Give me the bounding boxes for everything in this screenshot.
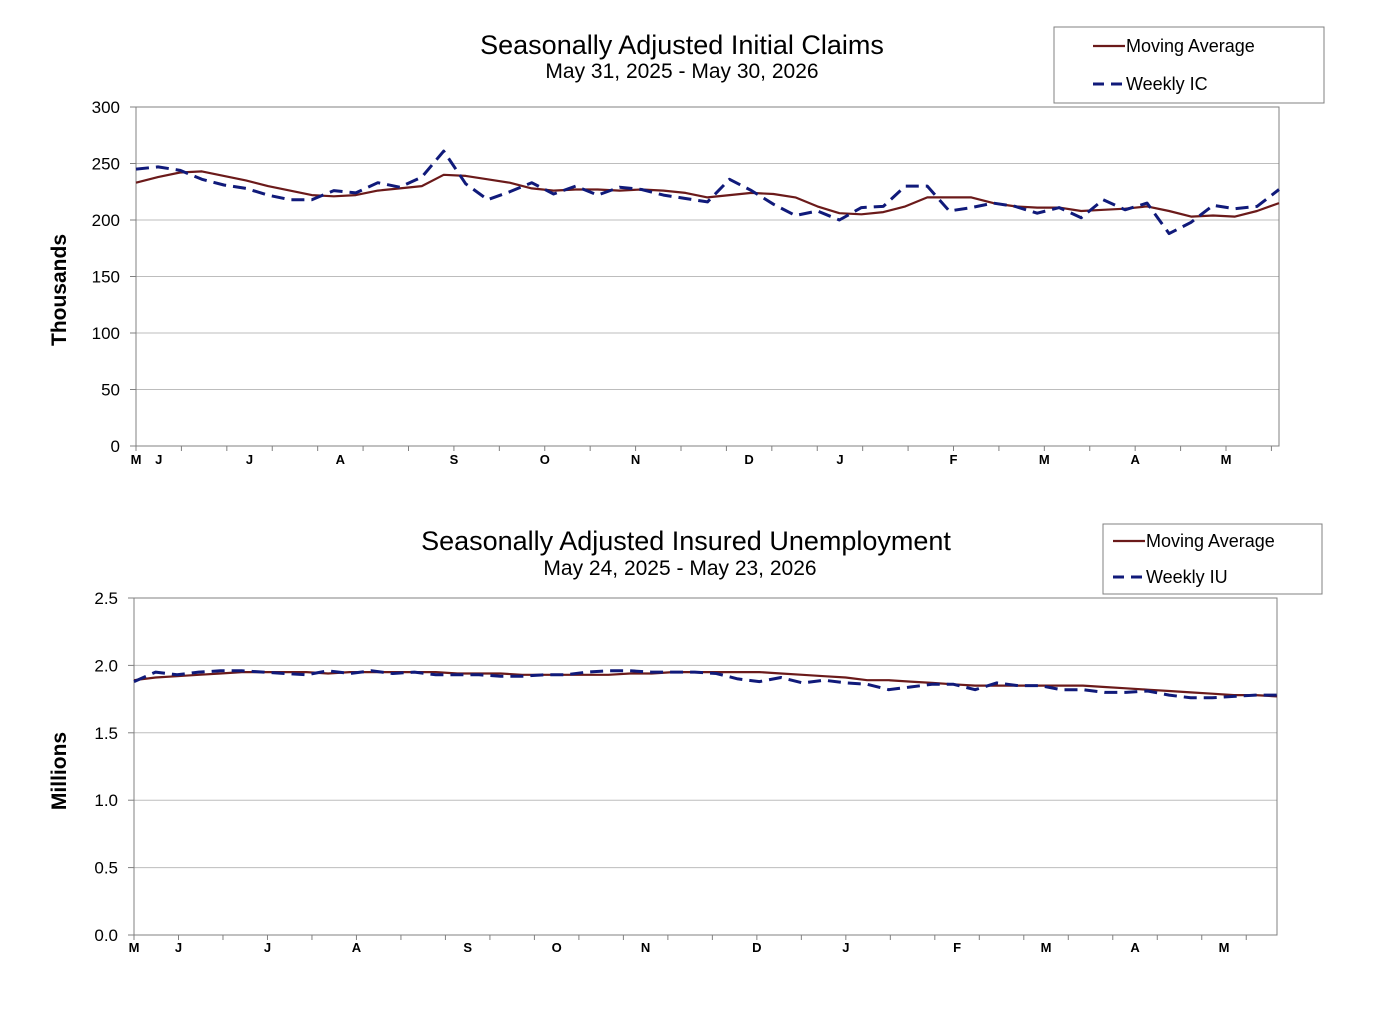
y-tick-label: 200 — [92, 211, 120, 230]
series-line-weekly — [135, 149, 1280, 236]
y-tick-label: 2.5 — [94, 589, 118, 608]
x-tick-label: M — [131, 452, 142, 467]
chart-subtitle: May 31, 2025 - May 30, 2026 — [545, 60, 818, 83]
series-line-moving-average — [135, 170, 1280, 218]
series-line-weekly — [133, 669, 1277, 700]
x-tick-label: A — [352, 940, 362, 955]
x-tick-label: S — [450, 452, 459, 467]
y-axis-label: Thousands — [48, 234, 71, 346]
y-tick-label: 100 — [92, 324, 120, 343]
insured-unemployment-chart: Seasonally Adjusted Insured Unemployment… — [48, 523, 1323, 955]
x-tick-label: J — [175, 940, 182, 955]
legend-label-moving-average: Moving Average — [1126, 36, 1255, 56]
legend-label-moving-average: Moving Average — [1146, 531, 1275, 551]
x-tick-label: J — [155, 452, 162, 467]
chart-title: Seasonally Adjusted Insured Unemployment — [421, 526, 951, 556]
x-tick-label: F — [950, 452, 958, 467]
y-tick-label: 1.5 — [94, 724, 118, 743]
x-tick-label: M — [1039, 452, 1050, 467]
y-tick-label: 250 — [92, 155, 120, 174]
x-tick-label: O — [552, 940, 562, 955]
y-tick-label: 0 — [111, 437, 120, 456]
y-tick-labels: 0.0 0.5 1.0 1.5 2.0 2.5 — [94, 589, 134, 945]
x-tick-label: S — [463, 940, 472, 955]
gridlines — [134, 664, 1277, 869]
y-tick-label: 2.0 — [94, 656, 118, 675]
y-tick-label: 50 — [101, 381, 120, 400]
x-tick-label: J — [836, 452, 843, 467]
y-tick-label: 0.0 — [94, 926, 118, 945]
x-tick-label: M — [1219, 940, 1230, 955]
x-tick-label: D — [744, 452, 753, 467]
x-tick-label: M — [129, 940, 140, 955]
legend-box — [1053, 26, 1325, 104]
legend-box — [1102, 523, 1323, 595]
x-tick-label: O — [540, 452, 550, 467]
series-line-moving-average — [133, 670, 1278, 698]
x-tick-label: J — [264, 940, 271, 955]
x-tick-label: J — [246, 452, 253, 467]
plot-area — [133, 597, 1278, 936]
x-tick-label: A — [1130, 452, 1140, 467]
y-tick-label: 300 — [92, 98, 120, 117]
series-lines — [133, 669, 1278, 700]
x-tick-label: N — [641, 940, 650, 955]
x-tick-label: M — [1221, 452, 1232, 467]
y-tick-label: 150 — [92, 268, 120, 287]
y-tick-labels: 0 50 100 150 200 250 300 — [92, 98, 136, 456]
x-tick-label: N — [631, 452, 640, 467]
y-tick-label: 1.0 — [94, 791, 118, 810]
initial-claims-chart: Seasonally Adjusted Initial Claims May 3… — [48, 26, 1325, 467]
y-tick-label: 0.5 — [94, 859, 118, 878]
legend-label-weekly-iu: Weekly IU — [1146, 567, 1228, 587]
gridlines — [136, 163, 1279, 390]
chart-title: Seasonally Adjusted Initial Claims — [480, 30, 884, 60]
chart-subtitle: May 24, 2025 - May 23, 2026 — [543, 557, 816, 580]
legend: Moving Average Weekly IU — [1102, 523, 1323, 595]
x-tick-label: D — [752, 940, 761, 955]
x-tick-label: J — [842, 940, 849, 955]
legend: Moving Average Weekly IC — [1053, 26, 1325, 104]
y-axis-label: Millions — [48, 732, 71, 810]
legend-label-weekly-ic: Weekly IC — [1126, 74, 1208, 94]
x-tick-label: F — [953, 940, 961, 955]
x-tick-label: M — [1041, 940, 1052, 955]
x-tick-label: A — [1130, 940, 1140, 955]
series-lines — [135, 149, 1280, 236]
x-tick-label: A — [336, 452, 346, 467]
